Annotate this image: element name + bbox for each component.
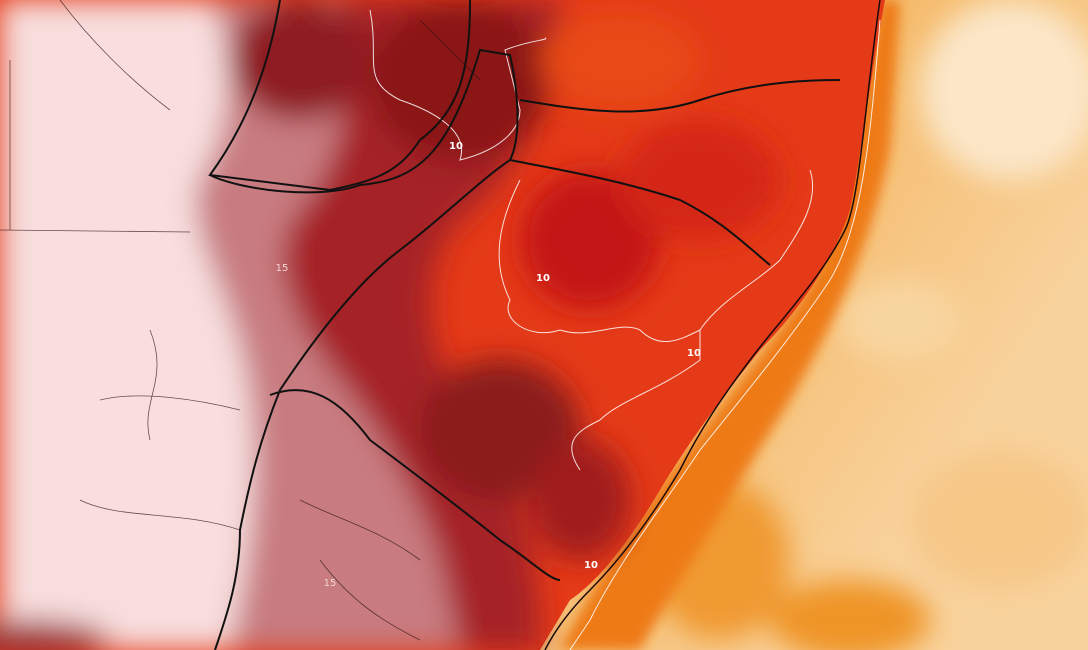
contour-label: 15 <box>324 578 337 589</box>
contours <box>369 9 881 650</box>
municipal-borders <box>0 0 481 641</box>
contour-label: 15 <box>276 263 289 274</box>
contour-label: 10 <box>584 560 598 571</box>
contour-label: 10 <box>536 273 550 284</box>
contour-label: 10 <box>449 141 463 152</box>
coastline <box>544 0 881 650</box>
borders <box>208 0 841 650</box>
contour-label: 10 <box>687 348 701 359</box>
